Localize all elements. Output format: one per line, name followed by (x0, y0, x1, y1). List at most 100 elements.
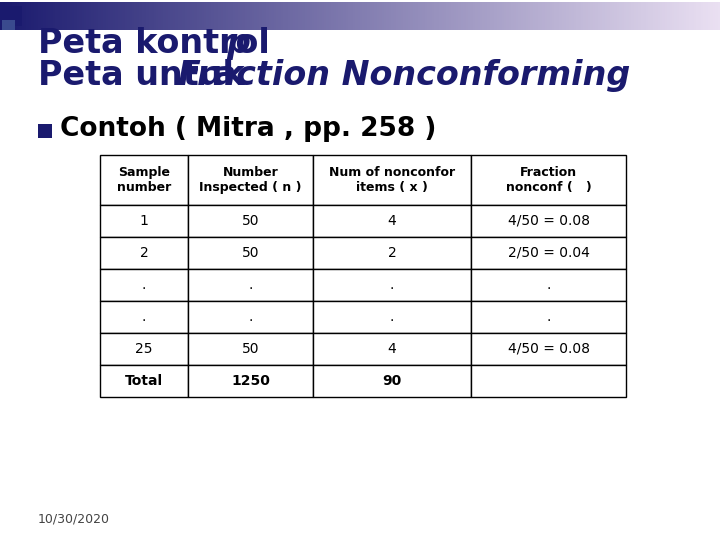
Text: Contoh ( Mitra , pp. 258 ): Contoh ( Mitra , pp. 258 ) (60, 116, 436, 142)
Bar (333, 2, 336, 30)
Bar (216, 2, 219, 30)
Bar (513, 2, 516, 30)
Bar (394, 2, 397, 30)
Text: .: . (546, 278, 551, 292)
Bar (662, 2, 665, 30)
Bar (427, 2, 430, 30)
Bar (163, 2, 166, 30)
Text: .: . (142, 278, 146, 292)
Bar (122, 2, 125, 30)
Bar (650, 2, 653, 30)
Bar (274, 2, 276, 30)
Bar (610, 2, 613, 30)
Bar (204, 2, 207, 30)
Bar (161, 2, 163, 30)
Bar (250, 2, 253, 30)
Bar (53, 2, 55, 30)
Bar (387, 2, 390, 30)
Bar (686, 2, 689, 30)
Bar (166, 2, 168, 30)
Bar (2, 2, 5, 30)
Bar (540, 2, 543, 30)
Bar (619, 2, 622, 30)
Text: .: . (546, 310, 551, 324)
Bar (257, 2, 260, 30)
Bar (444, 2, 447, 30)
Bar (5, 2, 8, 30)
Bar (293, 2, 296, 30)
Bar (415, 2, 418, 30)
Bar (655, 2, 658, 30)
Bar (218, 2, 221, 30)
Bar (297, 2, 300, 30)
Bar (672, 2, 675, 30)
Bar (43, 2, 46, 30)
Bar (578, 2, 581, 30)
Bar (360, 2, 363, 30)
Bar (437, 2, 440, 30)
Bar (313, 365, 471, 397)
Bar (401, 2, 404, 30)
Bar (135, 2, 138, 30)
Bar (188, 205, 313, 237)
Bar (14, 2, 17, 30)
Bar (557, 2, 559, 30)
Bar (247, 2, 250, 30)
Bar (302, 2, 305, 30)
Bar (391, 2, 394, 30)
Bar (100, 365, 188, 397)
Bar (19, 2, 22, 30)
Bar (233, 2, 235, 30)
Bar (535, 2, 538, 30)
Bar (708, 2, 711, 30)
Bar (269, 2, 271, 30)
Bar (343, 2, 346, 30)
Bar (471, 269, 626, 301)
Bar (358, 2, 361, 30)
Bar (471, 205, 626, 237)
Bar (471, 365, 626, 397)
Bar (384, 2, 387, 30)
Bar (398, 2, 401, 30)
Bar (187, 2, 190, 30)
Bar (214, 2, 217, 30)
Bar (657, 2, 660, 30)
Bar (497, 2, 500, 30)
Bar (521, 2, 523, 30)
Bar (209, 2, 212, 30)
Bar (27, 2, 30, 30)
Text: .: . (390, 278, 394, 292)
Bar (276, 2, 279, 30)
Bar (100, 269, 188, 301)
Bar (410, 2, 413, 30)
Bar (506, 2, 509, 30)
Text: Number
Inspected ( n ): Number Inspected ( n ) (199, 166, 302, 194)
Bar (188, 301, 313, 333)
Bar (701, 2, 703, 30)
Bar (182, 2, 185, 30)
Bar (593, 2, 595, 30)
Bar (492, 2, 495, 30)
Bar (38, 2, 41, 30)
Bar (84, 2, 87, 30)
Bar (130, 2, 132, 30)
Text: Num of nonconfor
items ( x ): Num of nonconfor items ( x ) (329, 166, 455, 194)
Bar (286, 2, 289, 30)
Text: Peta kontrol: Peta kontrol (38, 27, 282, 60)
Bar (101, 2, 104, 30)
Bar (336, 2, 339, 30)
Bar (487, 2, 490, 30)
Bar (679, 2, 682, 30)
Bar (113, 2, 116, 30)
Bar (259, 2, 262, 30)
Bar (132, 2, 135, 30)
Bar (89, 2, 91, 30)
Bar (300, 2, 303, 30)
Text: p: p (226, 27, 250, 60)
Text: 2: 2 (387, 246, 397, 260)
Bar (348, 2, 351, 30)
Text: 50: 50 (242, 246, 259, 260)
Bar (502, 2, 505, 30)
Bar (240, 2, 243, 30)
Text: Total: Total (125, 374, 163, 388)
